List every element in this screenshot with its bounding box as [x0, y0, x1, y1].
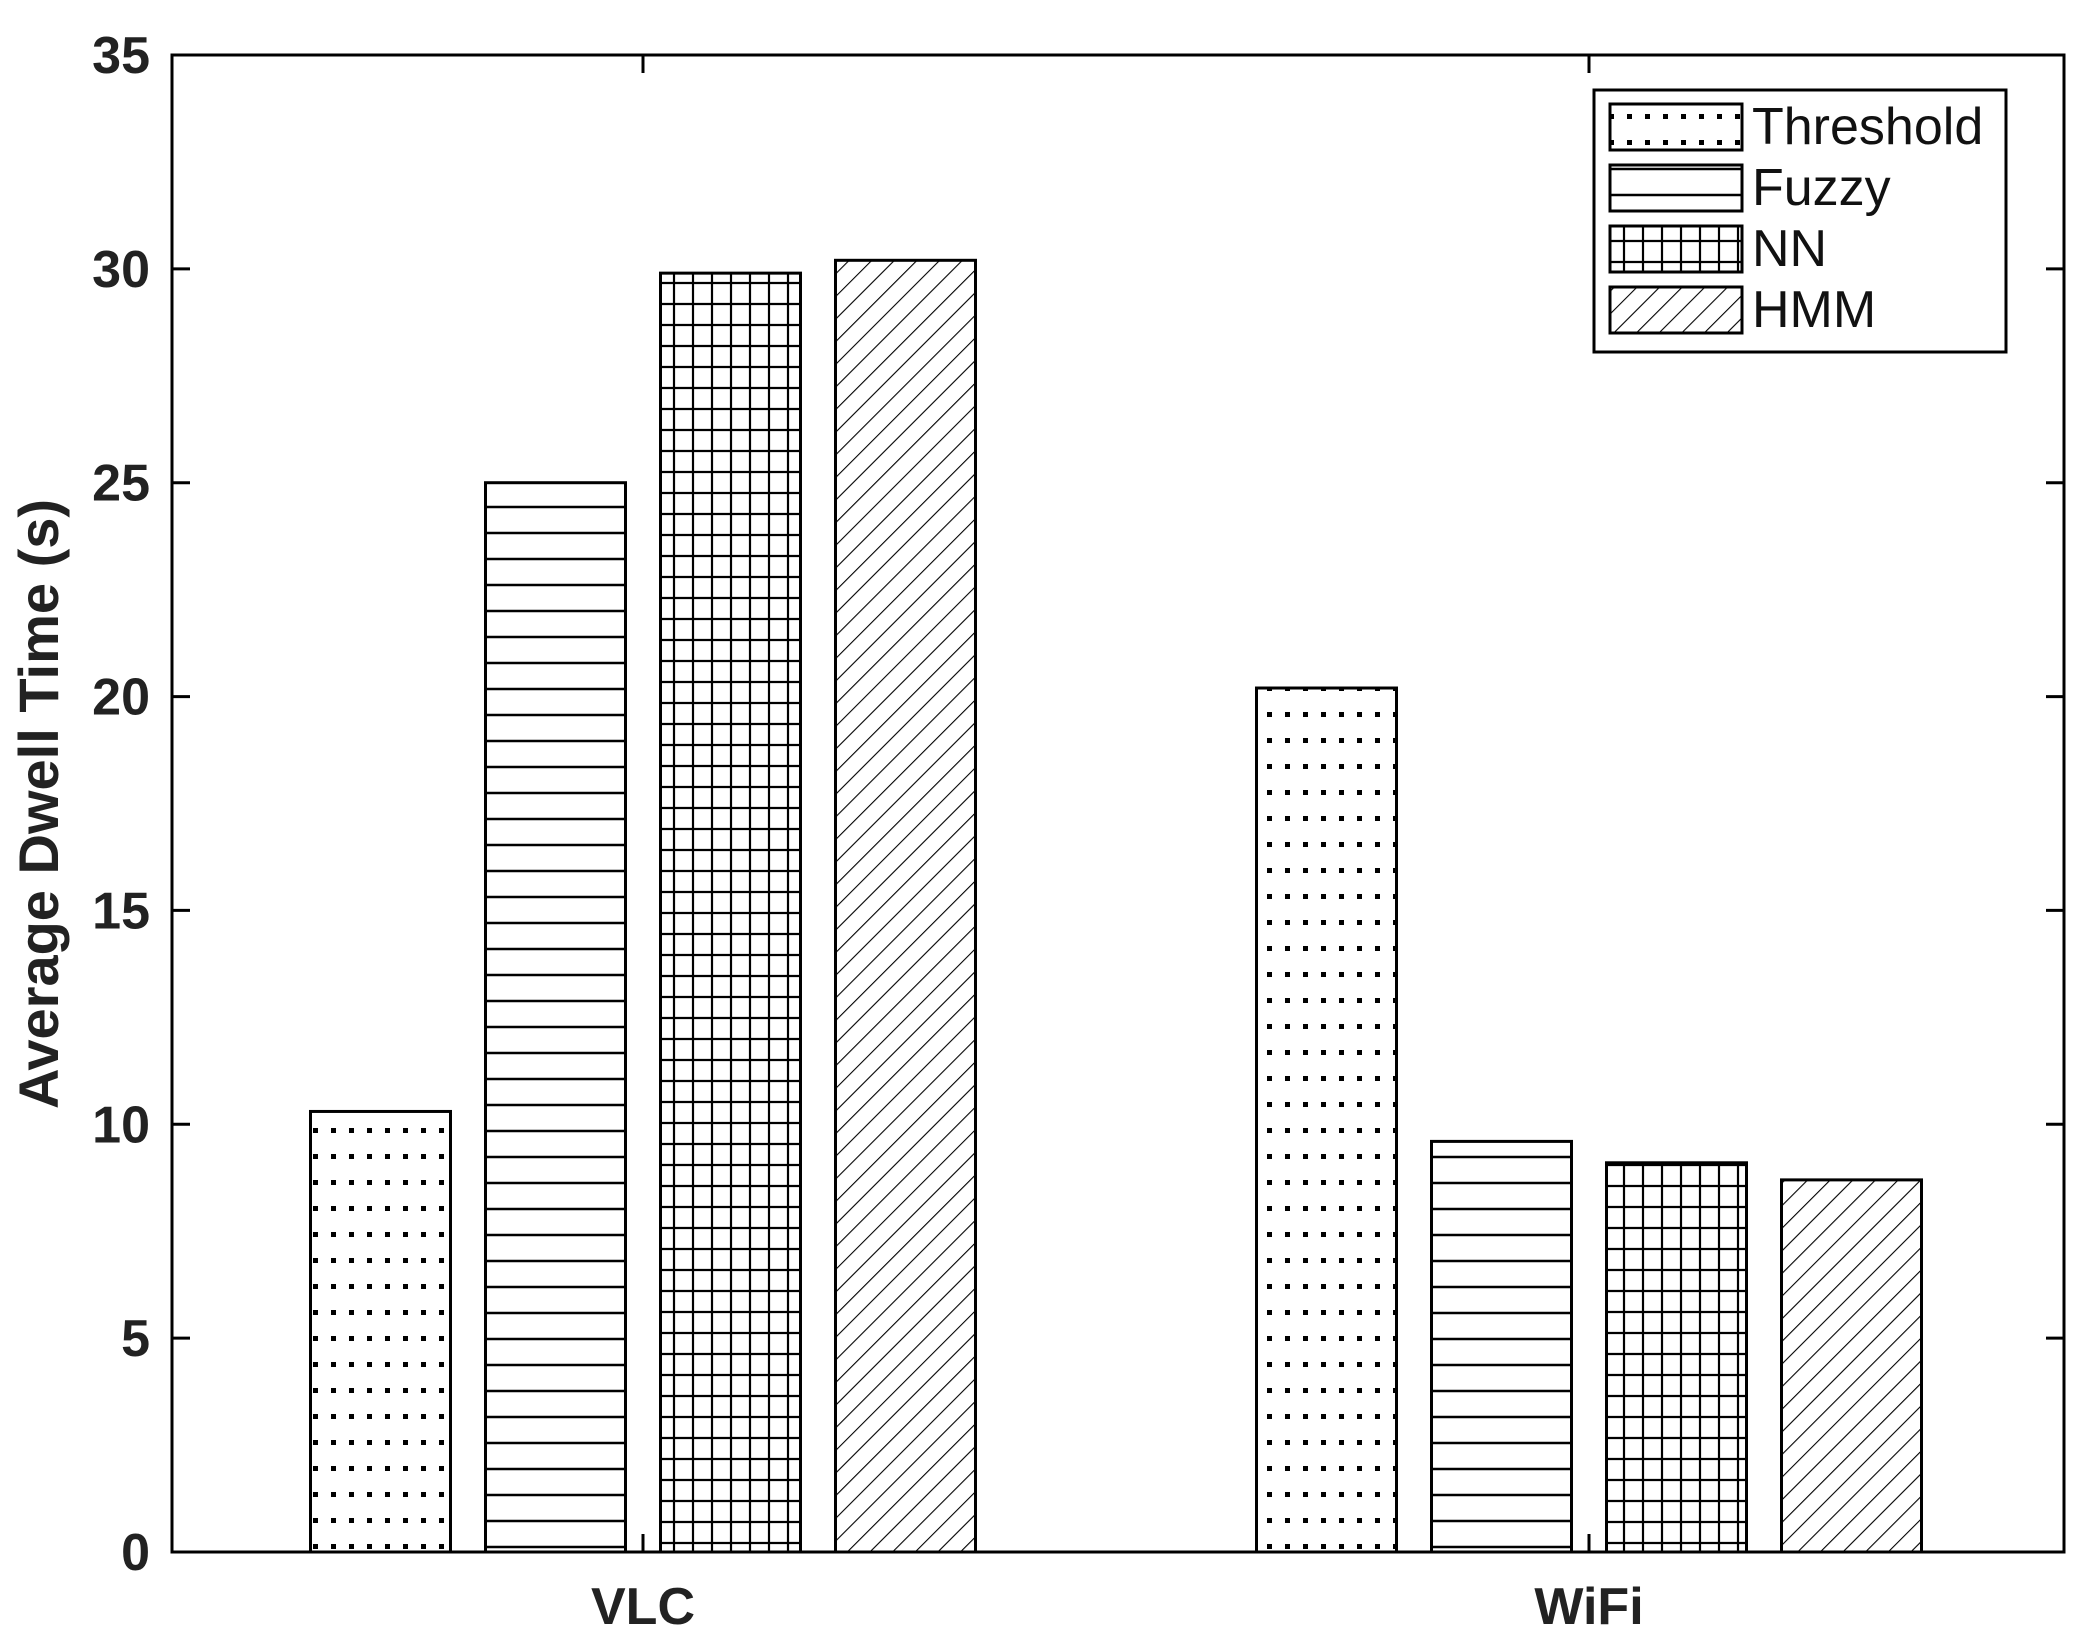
- legend-swatch: [1608, 224, 1744, 274]
- legend-item-fuzzy: Fuzzy: [1608, 159, 1891, 217]
- legend-label: HMM: [1752, 281, 1876, 339]
- legend-label: Threshold: [1752, 98, 1983, 156]
- legend-item-threshold: Threshold: [1608, 98, 1983, 156]
- legend-swatch: [1608, 163, 1744, 213]
- y-tick-label: 30: [92, 241, 150, 299]
- y-tick-label: 20: [92, 669, 150, 727]
- bar-fuzzy-vlc: [484, 481, 627, 1554]
- ticks-layer: 0 5 10 15 20 25 30 35 VLC WiFi: [92, 27, 2064, 1636]
- bar-hmm-wifi: [1780, 1178, 1923, 1554]
- y-axis-title: Average Dwell Time (s): [7, 499, 70, 1109]
- bars-layer: [309, 258, 1923, 1554]
- y-tick-label: 25: [92, 455, 150, 513]
- bar-threshold-vlc: [309, 1109, 452, 1554]
- bar-threshold-wifi: [1255, 686, 1398, 1554]
- x-tick-label-wifi: WiFi: [1534, 1578, 1643, 1636]
- legend-item-nn: NN: [1608, 220, 1827, 278]
- legend-swatch: [1608, 285, 1744, 335]
- y-tick-label: 35: [92, 27, 150, 85]
- bar-hmm-vlc: [834, 258, 977, 1554]
- bar-nn-wifi: [1605, 1161, 1748, 1554]
- legend-label: NN: [1752, 220, 1827, 278]
- legend-swatch: [1608, 102, 1744, 152]
- y-tick-label: 15: [92, 882, 150, 940]
- axes-layer: [170, 53, 2066, 1554]
- bar-fuzzy-wifi: [1430, 1139, 1573, 1554]
- y-tick-label: 10: [92, 1096, 150, 1154]
- y-tick-label: 0: [121, 1524, 150, 1582]
- legend-label: Fuzzy: [1752, 159, 1891, 217]
- y-tick-label: 5: [121, 1310, 150, 1368]
- bar-nn-vlc: [659, 271, 802, 1554]
- x-tick-label-vlc: VLC: [591, 1578, 695, 1636]
- plot-frame: [170, 53, 2066, 1554]
- legend-item-hmm: HMM: [1608, 281, 1876, 339]
